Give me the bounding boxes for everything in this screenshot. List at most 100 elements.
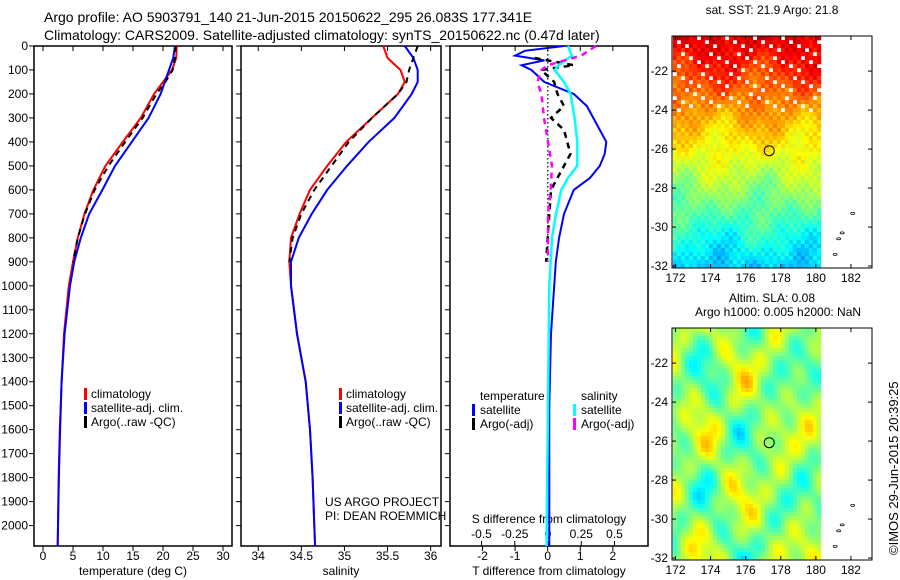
heatmap-cell <box>800 424 806 429</box>
heatmap-cell <box>700 408 706 413</box>
heatmap-cell <box>772 48 778 53</box>
heatmap-cell <box>740 236 746 241</box>
heatmap-cell <box>764 160 770 165</box>
heatmap-cell <box>716 480 722 485</box>
heatmap-cell <box>744 64 750 69</box>
heatmap-cell <box>724 208 730 213</box>
heatmap-cell <box>720 256 726 261</box>
heatmap-cell <box>692 496 698 501</box>
heatmap-cell <box>724 332 730 337</box>
x-tick-label: 15 <box>126 549 140 563</box>
heatmap-cell <box>804 360 810 365</box>
heatmap-cell <box>720 356 726 361</box>
heatmap-cell <box>672 464 678 469</box>
heatmap-cell <box>684 336 690 341</box>
heatmap-cell <box>816 148 822 153</box>
heatmap-cell <box>684 440 690 445</box>
heatmap-cell <box>788 384 794 389</box>
heatmap-cell <box>688 92 694 97</box>
heatmap-cell <box>736 196 742 201</box>
heatmap-cell <box>760 264 766 269</box>
heatmap-cell <box>756 444 762 449</box>
heatmap-cell <box>784 236 790 241</box>
heatmap-cell <box>804 452 810 457</box>
heatmap-cell <box>720 180 726 185</box>
heatmap-cell <box>792 548 798 553</box>
zero-line-dot <box>547 158 549 160</box>
heatmap-cell <box>676 436 682 441</box>
heatmap-cell <box>688 440 694 445</box>
heatmap-cell <box>776 408 782 413</box>
heatmap-cell <box>804 428 810 433</box>
heatmap-cell <box>680 244 686 249</box>
heatmap-cell <box>816 360 822 365</box>
heatmap-cell <box>748 88 754 93</box>
heatmap-cell <box>752 148 758 153</box>
heatmap-cell <box>816 328 822 333</box>
heatmap-cell <box>712 196 718 201</box>
heatmap-cell <box>716 124 722 129</box>
heatmap-cell <box>724 200 730 205</box>
heatmap-cell <box>784 60 790 65</box>
heatmap-cell <box>744 60 750 65</box>
heatmap-cell <box>744 492 750 497</box>
heatmap-cell <box>808 192 814 197</box>
heatmap-cell <box>744 356 750 361</box>
heatmap-cell <box>776 104 782 109</box>
heatmap-cell <box>784 500 790 505</box>
heatmap-cell <box>808 364 814 369</box>
heatmap-cell <box>740 108 746 113</box>
heatmap-cell <box>776 52 782 57</box>
heatmap-cell <box>792 164 798 169</box>
heatmap-cell <box>720 264 726 269</box>
heatmap-cell <box>812 164 818 169</box>
heatmap-cell <box>728 200 734 205</box>
heatmap-cell <box>768 108 774 113</box>
heatmap-cell <box>812 556 818 561</box>
heatmap-cell <box>792 460 798 465</box>
heatmap-cell <box>752 432 758 437</box>
heatmap-cell <box>752 172 758 177</box>
heatmap-cell <box>724 548 730 553</box>
heatmap-cell <box>812 496 818 501</box>
heatmap-cell <box>672 496 678 501</box>
heatmap-cell <box>712 184 718 189</box>
heatmap-cell <box>752 340 758 345</box>
heatmap-cell <box>736 404 742 409</box>
heatmap-cell <box>672 76 678 81</box>
heatmap-cell <box>756 264 762 269</box>
heatmap-cell <box>776 492 782 497</box>
heatmap-cell <box>692 356 698 361</box>
heatmap-cell <box>748 508 754 513</box>
heatmap-cell <box>780 516 786 521</box>
heatmap-cell <box>680 524 686 529</box>
heatmap-cell <box>704 384 710 389</box>
heatmap-cell <box>776 196 782 201</box>
heatmap-cell <box>780 400 786 405</box>
heatmap-cell <box>712 472 718 477</box>
heatmap-cell <box>712 380 718 385</box>
heatmap-cell <box>816 364 822 369</box>
heatmap-cell <box>760 140 766 145</box>
heatmap-cell <box>780 492 786 497</box>
heatmap-cell <box>740 140 746 145</box>
heatmap-cell <box>736 536 742 541</box>
heatmap-cell <box>700 364 706 369</box>
heatmap-cell <box>784 424 790 429</box>
heatmap-cell <box>736 548 742 553</box>
heatmap-cell <box>780 100 786 105</box>
heatmap-cell <box>740 516 746 521</box>
heatmap-cell <box>756 64 762 69</box>
heatmap-cell <box>780 52 786 57</box>
heatmap-cell <box>752 120 758 125</box>
heatmap-cell <box>708 152 714 157</box>
heatmap-cell <box>728 144 734 149</box>
heatmap-cell <box>776 208 782 213</box>
heatmap-cell <box>784 472 790 477</box>
heatmap-cell <box>712 336 718 341</box>
heatmap-cell <box>728 152 734 157</box>
heatmap-cell <box>744 68 750 73</box>
heatmap-cell <box>684 220 690 225</box>
heatmap-cell <box>748 404 754 409</box>
heatmap-cell <box>772 348 778 353</box>
